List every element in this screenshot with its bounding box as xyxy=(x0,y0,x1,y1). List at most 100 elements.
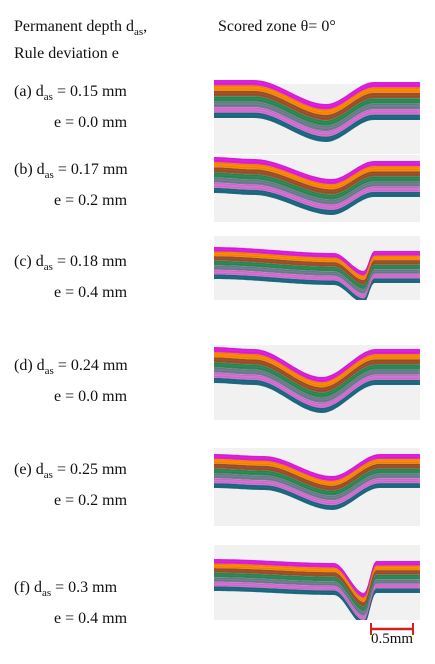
panel-a xyxy=(214,66,420,154)
mesh-line xyxy=(214,99,418,125)
panel-b xyxy=(214,147,420,222)
row-c-das: (c) das = 0.18 mm xyxy=(14,253,127,274)
panel-c xyxy=(214,231,420,300)
mesh-line xyxy=(214,162,418,186)
mesh-line xyxy=(214,476,418,500)
mesh-line xyxy=(214,170,418,194)
mesh-line xyxy=(214,247,418,273)
laminate-layer xyxy=(214,568,420,607)
laminate-layer xyxy=(214,167,420,195)
mesh-line xyxy=(214,352,418,384)
row-f-das: (f) das = 0.3 mm xyxy=(14,579,118,600)
mesh-line xyxy=(214,168,418,191)
mesh-line xyxy=(214,589,418,620)
scale-bar xyxy=(370,623,414,635)
mesh-line xyxy=(214,180,418,204)
row-e-e: e = 0.2 mm xyxy=(54,492,128,510)
laminate-layer xyxy=(214,577,420,616)
mesh-line xyxy=(214,157,418,181)
mesh-line xyxy=(214,188,418,212)
row-e-label: (e) das = 0.25 mm e = 0.2 mm xyxy=(14,457,127,514)
laminate-layer xyxy=(214,377,420,413)
laminate-layer xyxy=(214,112,420,142)
mesh-line xyxy=(214,459,418,483)
mesh-line xyxy=(214,464,418,488)
row-e-das: (e) das = 0.25 mm xyxy=(14,461,127,482)
mesh-line xyxy=(214,584,418,620)
mesh-line xyxy=(214,270,418,295)
mesh-line xyxy=(214,360,418,392)
laminate-layer xyxy=(214,581,420,620)
mesh-line xyxy=(214,368,418,399)
mesh-line xyxy=(214,91,418,117)
row-d-e: e = 0.0 mm xyxy=(54,388,128,406)
row-c-e: e = 0.4 mm xyxy=(54,284,128,302)
laminate-layer xyxy=(214,478,420,506)
mesh-line xyxy=(214,370,418,402)
mesh-line xyxy=(214,350,418,381)
mesh-line xyxy=(214,483,418,507)
laminate-layer xyxy=(214,483,420,510)
laminate-layer xyxy=(214,157,420,188)
mesh-line xyxy=(214,272,418,298)
mesh-line xyxy=(214,454,418,478)
mesh-line xyxy=(214,173,418,196)
laminate-layer xyxy=(214,357,420,393)
laminate-b-image xyxy=(214,155,420,222)
mesh-line xyxy=(214,266,418,291)
laminate-layer xyxy=(214,463,420,491)
row-a-das: (a) das = 0.15 mm xyxy=(14,83,127,104)
scale-bar-label: 0.5mm xyxy=(371,631,414,647)
row-b-das: (b) das = 0.17 mm xyxy=(14,161,128,182)
row-c-label: (c) das = 0.18 mm e = 0.4 mm xyxy=(14,249,127,306)
laminate-layer xyxy=(214,265,420,294)
mesh-line xyxy=(214,580,418,615)
mesh-line xyxy=(214,355,418,387)
mesh-line xyxy=(214,571,418,606)
mesh-line xyxy=(214,358,418,389)
mesh-line xyxy=(214,479,418,502)
laminate-layer xyxy=(214,269,420,299)
mesh-line xyxy=(214,381,418,412)
mesh-line xyxy=(214,462,418,485)
mesh-line xyxy=(214,183,418,207)
mesh-line xyxy=(214,575,418,610)
mesh-line xyxy=(214,261,418,286)
mesh-line xyxy=(214,250,418,275)
laminate-layer xyxy=(214,162,420,190)
mesh-line xyxy=(214,378,418,410)
laminate-layer xyxy=(214,96,420,126)
panel-e xyxy=(214,440,420,526)
mesh-line xyxy=(214,186,418,209)
mesh-line xyxy=(214,102,418,128)
mesh-line xyxy=(214,277,418,300)
laminate-layer xyxy=(214,372,420,408)
laminate-a-image xyxy=(214,80,420,154)
mesh-line xyxy=(214,564,418,599)
mesh-line xyxy=(214,582,418,617)
mesh-line xyxy=(214,97,418,122)
laminate-layer xyxy=(214,362,420,398)
laminate-layer xyxy=(214,352,420,388)
mesh-line xyxy=(214,347,418,379)
laminate-layer xyxy=(214,172,420,200)
mesh-line xyxy=(214,86,418,111)
panel-d xyxy=(214,337,420,420)
mesh-line xyxy=(214,175,418,199)
mesh-line xyxy=(214,256,418,282)
mesh-line xyxy=(214,363,418,394)
mesh-line xyxy=(214,568,418,604)
laminate-layer xyxy=(214,107,420,137)
mesh-line xyxy=(214,562,418,597)
mesh-line xyxy=(214,566,418,601)
mesh-line xyxy=(214,573,418,608)
mesh-line xyxy=(214,160,418,183)
mesh-line xyxy=(214,83,418,109)
laminate-layer xyxy=(214,586,420,620)
mesh-line xyxy=(214,254,418,279)
mesh-line xyxy=(214,365,418,397)
laminate-layer xyxy=(214,274,420,300)
mesh-line xyxy=(214,268,418,293)
row-f-e: e = 0.4 mm xyxy=(54,610,128,628)
laminate-layer xyxy=(214,90,420,121)
